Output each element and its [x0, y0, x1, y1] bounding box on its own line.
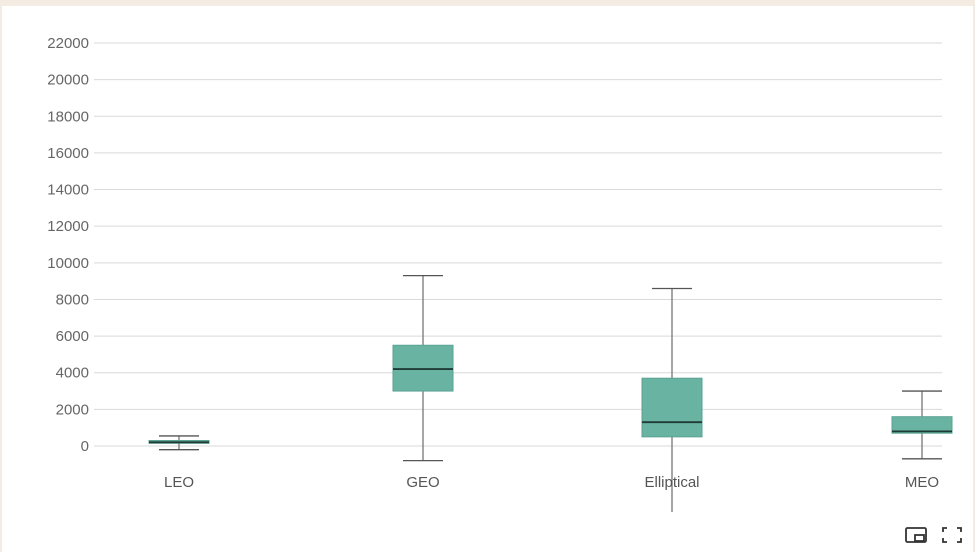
y-tick-label: 4000 — [56, 365, 89, 382]
y-tick-label: 14000 — [47, 182, 89, 199]
x-category-labels: LEO GEO Elliptical MEO — [164, 474, 939, 491]
x-category-label: GEO — [406, 474, 439, 491]
x-category-label: MEO — [905, 474, 939, 491]
y-tick-label: 0 — [81, 438, 89, 455]
box-meo — [891, 390, 953, 460]
y-tick-label: 22000 — [47, 35, 89, 52]
boxes — [148, 274, 953, 512]
y-tick-labels: 2200020000180001600014000120001000080006… — [47, 35, 89, 455]
y-tick-label: 18000 — [47, 108, 89, 125]
chart-card: 22000 20000 18000 16000 14000 12000 10000 8000 6… — [2, 6, 973, 552]
x-category-label: LEO — [164, 474, 194, 491]
x-category-label: Elliptical — [644, 474, 699, 491]
box-iqr — [891, 416, 953, 434]
y-tick-label: 2000 — [56, 401, 89, 418]
y-tick-label: 20000 — [47, 72, 89, 89]
y-tick-label: 16000 — [47, 145, 89, 162]
box-iqr — [641, 377, 703, 438]
box-leo — [148, 435, 210, 451]
box-elliptical — [641, 287, 703, 512]
footer-toolbar — [905, 526, 963, 544]
y-tick-label: 12000 — [47, 218, 89, 235]
picture-in-picture-icon[interactable] — [905, 526, 927, 544]
box-plot-chart: 2200020000180001600014000120001000080006… — [47, 35, 953, 512]
y-tick-label: 10000 — [47, 255, 89, 272]
y-tick-label: 6000 — [56, 328, 89, 345]
y-tick-label: 8000 — [56, 291, 89, 308]
fullscreen-icon[interactable] — [941, 526, 963, 544]
box-geo — [392, 274, 454, 462]
box-iqr — [392, 344, 454, 392]
grid-lines — [94, 42, 942, 447]
